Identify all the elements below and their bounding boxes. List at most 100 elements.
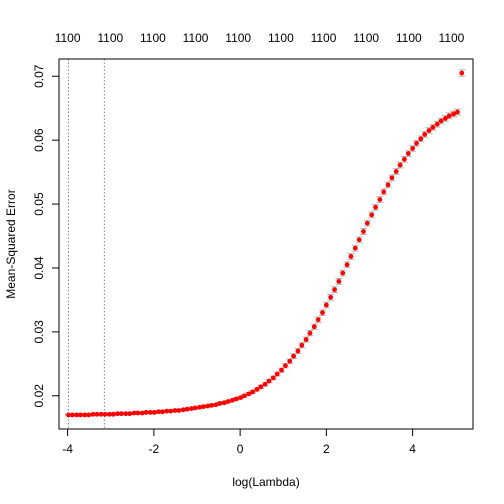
top-axis-label: 1100 [396, 31, 422, 45]
data-point [192, 405, 198, 411]
data-point [225, 399, 231, 404]
data-point [201, 404, 206, 410]
data-point [451, 111, 456, 117]
data-point [266, 378, 272, 384]
data-point [414, 140, 419, 146]
data-point [295, 348, 301, 354]
data-point [291, 353, 296, 359]
y-tick-label: 0.03 [32, 320, 46, 344]
x-tick-label: -2 [149, 442, 160, 456]
data-point [86, 412, 92, 418]
top-axis-label: 1100 [55, 31, 81, 45]
data-point [348, 254, 354, 259]
data-point [373, 204, 378, 210]
data-point [197, 404, 202, 410]
data-point [369, 212, 375, 218]
data-point [287, 358, 293, 364]
data-point [381, 189, 387, 195]
data-point [279, 367, 284, 373]
data-point [148, 409, 153, 415]
data-point [176, 408, 182, 413]
x-axis-label: log(Lambda) [232, 475, 299, 489]
data-point [123, 411, 129, 417]
data-point [160, 409, 165, 415]
data-point [405, 151, 411, 156]
top-axis-label: 1100 [268, 31, 294, 45]
data-point [377, 197, 383, 202]
top-axis-label: 1100 [311, 31, 337, 45]
top-axis-label: 1100 [97, 31, 123, 45]
data-point [328, 294, 334, 300]
data-point [361, 229, 366, 234]
data-point [217, 401, 223, 406]
data-point [119, 411, 124, 417]
y-axis-label: Mean-Squared Error [4, 189, 18, 298]
data-point [336, 278, 342, 284]
data-point [164, 408, 170, 414]
data-point [434, 121, 440, 127]
data-point [323, 302, 329, 308]
y-tick-label: 0.07 [32, 64, 46, 88]
data-point [258, 384, 264, 390]
data-point [229, 397, 235, 403]
data-point [283, 363, 288, 369]
data-point [352, 245, 358, 251]
data-point [332, 287, 337, 293]
data-point [115, 411, 121, 417]
data-point [262, 381, 268, 387]
data-point [156, 409, 162, 415]
reference-lines [68, 59, 105, 429]
data-point [389, 175, 395, 181]
data-point [430, 124, 436, 130]
data-point [184, 406, 190, 412]
data-point [446, 113, 452, 119]
data-point [94, 411, 100, 417]
top-axis-label: 1100 [439, 31, 465, 45]
data-point [356, 237, 362, 243]
data-point [397, 162, 403, 168]
plot-frame [58, 58, 474, 430]
data-point [168, 408, 174, 414]
data-point [188, 406, 194, 411]
data-point [393, 169, 399, 174]
data-point [426, 128, 432, 133]
data-point [242, 393, 247, 399]
data-point [402, 156, 407, 162]
x-tick-label: -4 [62, 442, 73, 456]
y-tick-label: 0.05 [32, 192, 46, 216]
data-point [78, 412, 83, 418]
data-point [209, 402, 215, 408]
data-point [131, 410, 137, 416]
data-point [102, 411, 108, 417]
data-point [98, 411, 104, 417]
data-point [459, 70, 465, 76]
y-tick-label: 0.06 [32, 128, 46, 152]
data-point [307, 330, 313, 336]
top-axis-label: 1100 [140, 31, 166, 45]
data-point [422, 132, 428, 137]
data-point [66, 412, 71, 418]
data-point [344, 262, 350, 268]
data-point [233, 396, 239, 402]
data-point [69, 412, 75, 418]
data-point [74, 412, 80, 418]
data-point [418, 136, 424, 142]
data-point [90, 411, 96, 417]
top-axis-label: 1100 [183, 31, 209, 45]
x-tick-label: 2 [323, 442, 330, 456]
data-point [213, 402, 219, 408]
data-point [303, 337, 309, 342]
data-point [139, 410, 145, 416]
y-tick-label: 0.02 [32, 384, 46, 408]
data-point [180, 407, 186, 413]
data-point [151, 409, 157, 415]
data-point [274, 371, 280, 377]
data-point [410, 146, 416, 151]
data-point [311, 324, 317, 330]
x-tick-label: 4 [409, 442, 416, 456]
data-point [143, 409, 149, 415]
data-point [127, 411, 133, 417]
data-point [107, 411, 112, 417]
y-tick-label: 0.04 [32, 256, 46, 280]
